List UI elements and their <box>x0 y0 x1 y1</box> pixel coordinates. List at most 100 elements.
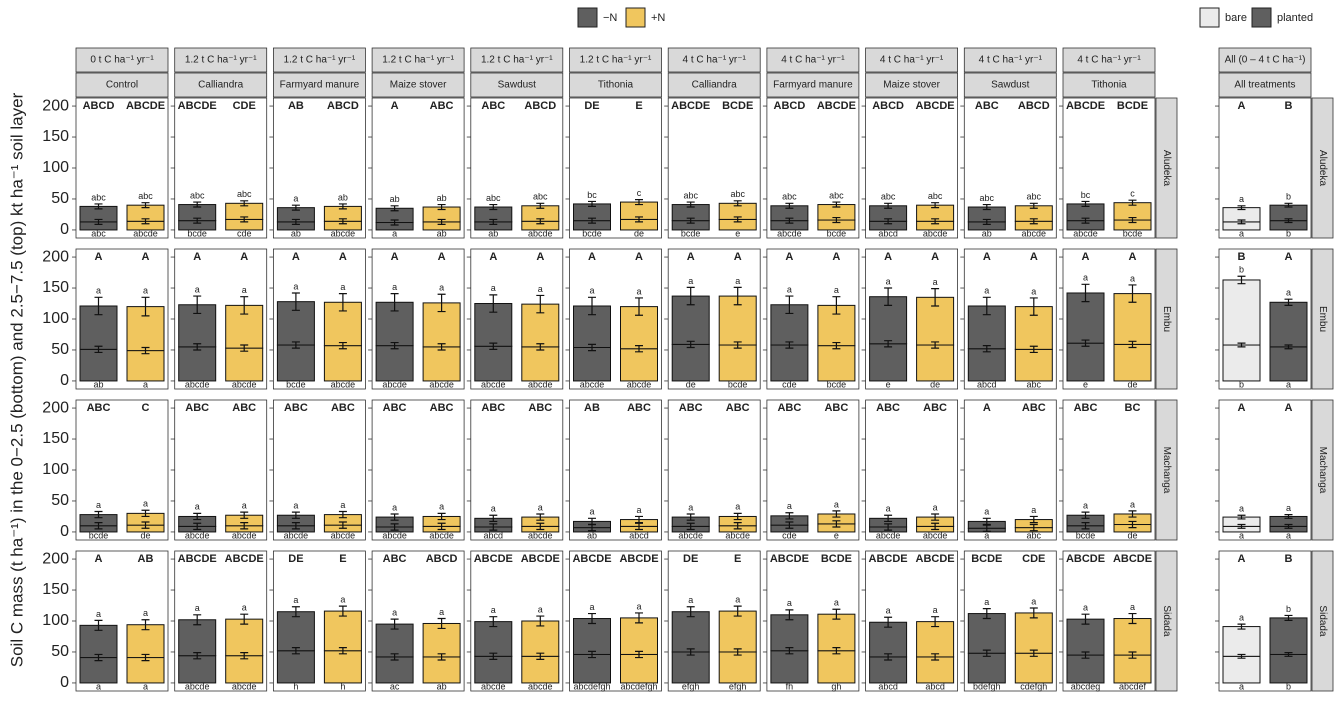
top-letter: a <box>735 502 740 512</box>
bottom-letter: h <box>293 681 298 691</box>
top-letter: a <box>293 281 298 291</box>
bottom-letter: abcd <box>629 530 649 540</box>
error-bar <box>1284 344 1293 350</box>
error-bar <box>785 647 794 655</box>
error-bar <box>982 218 991 225</box>
legend-swatch <box>625 7 646 28</box>
top-letter: c <box>637 188 642 198</box>
error-bar <box>982 649 991 657</box>
bottom-letter: abcde <box>1073 228 1098 238</box>
strip-label: 1.2 t C ha⁻¹ yr⁻¹ <box>284 55 356 66</box>
error-bar <box>1081 283 1090 303</box>
error-bar <box>733 200 742 207</box>
error-bar <box>1284 218 1293 224</box>
top-letter: abc <box>782 192 797 202</box>
bar-bottom-layer <box>1066 654 1105 684</box>
error-bar <box>1237 219 1246 225</box>
error-bar <box>785 609 794 621</box>
bar-bottom-layer <box>817 650 856 684</box>
bottom-letter: de <box>1127 530 1137 540</box>
top-letter: a <box>242 285 247 295</box>
top-letter: a <box>984 286 989 296</box>
error-bar <box>832 520 841 528</box>
strip-label: 4 t C ha⁻¹ yr⁻¹ <box>683 55 747 66</box>
bar-bottom-layer <box>422 656 461 684</box>
error-bar <box>588 296 596 316</box>
group-letter: ABCDE <box>126 100 165 112</box>
top-letter: a <box>293 500 298 510</box>
strip-label: Aludeka <box>1317 150 1328 187</box>
error-bar <box>982 203 991 211</box>
group-letter: A <box>142 251 150 263</box>
top-letter: a <box>1130 602 1135 612</box>
strip-label: 4 t C ha⁻¹ yr⁻¹ <box>781 55 845 66</box>
top-letter: a <box>1031 505 1036 515</box>
strip <box>1311 399 1334 541</box>
bottom-letter: h <box>340 681 345 691</box>
bottom-letter: abcde <box>725 530 750 540</box>
strip <box>272 72 366 98</box>
error-bar <box>94 510 103 519</box>
group-letter: A <box>983 251 991 263</box>
top-letter: a <box>439 502 444 512</box>
bar-bottom-layer <box>225 347 264 382</box>
bar-bottom-layer <box>126 657 165 684</box>
error-bar <box>931 202 940 209</box>
error-bar <box>588 650 596 659</box>
group-letter: ABC <box>430 402 454 414</box>
strip-label: Embu <box>1317 306 1328 332</box>
group-letter: AB <box>288 100 304 112</box>
bottom-letter: e <box>735 228 740 238</box>
top-letter: a <box>787 284 792 294</box>
top-letter: a <box>735 276 740 286</box>
group-letter: C <box>142 402 150 414</box>
bar-bottom-layer <box>521 346 560 382</box>
strip <box>1062 72 1156 98</box>
top-letter: a <box>636 505 641 515</box>
bottom-letter: bcde <box>827 228 847 238</box>
y-tick-label: 200 <box>42 399 69 416</box>
top-letter: a <box>439 283 444 293</box>
group-letter: BCDE <box>971 553 1002 565</box>
bar-top-layer <box>718 610 757 653</box>
error-bar <box>338 647 347 655</box>
top-letter: b <box>1286 604 1291 614</box>
error-bar <box>884 523 893 531</box>
strip <box>1062 47 1156 73</box>
bar-bottom-layer <box>79 348 118 382</box>
error-bar <box>1128 520 1137 529</box>
top-letter: b <box>1286 192 1291 202</box>
error-bar <box>390 341 399 350</box>
bottom-letter: ab <box>291 228 301 238</box>
panel <box>963 399 1057 541</box>
top-letter: a <box>293 595 298 605</box>
top-letter: b <box>1239 265 1244 275</box>
group-letter: AB <box>584 402 600 414</box>
top-letter: a <box>589 507 594 517</box>
strip <box>470 72 564 98</box>
top-letter: abc <box>829 190 844 200</box>
error-bar <box>1081 522 1090 530</box>
strip-label: Maize stover <box>390 80 447 91</box>
strip <box>963 72 1057 98</box>
error-bar <box>1029 218 1038 225</box>
group-letter: A <box>391 100 399 112</box>
error-bar <box>291 606 300 618</box>
strip-label: 4 t C ha⁻¹ yr⁻¹ <box>1077 55 1141 66</box>
bar-bottom-layer <box>1269 346 1308 382</box>
group-letter: A <box>1082 251 1090 263</box>
strip <box>667 72 761 98</box>
error-bar <box>733 648 742 656</box>
bottom-letter: efgh <box>729 681 747 691</box>
bottom-letter: de <box>930 379 940 389</box>
group-letter: A <box>931 251 939 263</box>
bar-top-layer <box>422 622 461 658</box>
error-bar <box>884 202 893 209</box>
bar-bottom-layer <box>770 650 809 684</box>
group-letter: BCDE <box>722 100 753 112</box>
error-bar <box>390 293 399 312</box>
error-bar <box>489 523 498 531</box>
error-bar <box>94 522 103 530</box>
legend-swatch <box>1251 7 1272 28</box>
group-letter: B <box>1238 251 1246 263</box>
